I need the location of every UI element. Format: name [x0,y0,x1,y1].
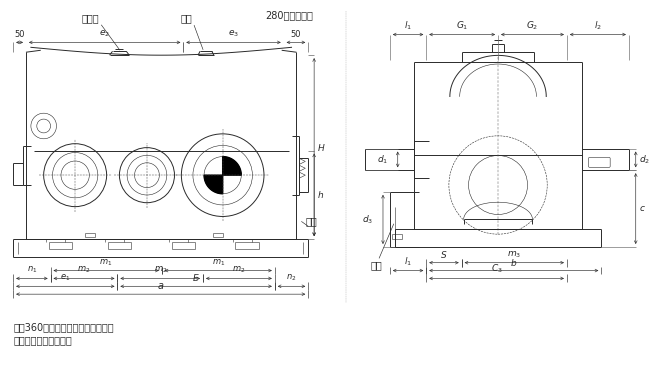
Text: 通气帽: 通气帽 [81,13,99,23]
Text: 油尺: 油尺 [181,13,192,23]
Text: $H$: $H$ [317,142,326,153]
Text: $d_3$: $d_3$ [362,213,373,226]
Text: $m_1$: $m_1$ [212,257,225,268]
Text: $S$: $S$ [440,249,448,260]
Text: $e_1$: $e_1$ [60,273,70,283]
Text: $l_1$: $l_1$ [404,19,412,31]
Text: $a$: $a$ [157,281,164,291]
Text: 50: 50 [14,30,25,40]
Text: $m_2$: $m_2$ [77,265,90,276]
Text: $l_1$: $l_1$ [404,255,412,268]
Text: $b$: $b$ [510,257,517,268]
Text: $C_3$: $C_3$ [491,263,502,276]
Text: $m_2$: $m_2$ [153,265,167,276]
Text: 50: 50 [291,30,301,40]
Text: $e_3$: $e_3$ [228,29,239,40]
Polygon shape [204,175,223,194]
Text: $l_2$: $l_2$ [594,19,602,31]
Text: 油塞: 油塞 [306,216,317,226]
Text: $m_1$: $m_1$ [99,257,112,268]
Text: $m_2$: $m_2$ [232,265,246,276]
Text: 下筱体前端面为找正面: 下筱体前端面为找正面 [13,335,72,345]
Text: 280以上起吊耳: 280以上起吊耳 [265,10,313,20]
Text: $h$: $h$ [317,189,324,200]
Text: $d_2$: $d_2$ [639,153,650,166]
Text: $c$: $c$ [639,204,645,213]
Text: $G_2$: $G_2$ [526,19,539,31]
Text: $n_2$: $n_2$ [286,273,297,283]
Text: $G_1$: $G_1$ [456,19,469,31]
Text: $e_2$: $e_2$ [99,29,110,40]
Text: 规格360以上，底座上带起缝螺栓，: 规格360以上，底座上带起缝螺栓， [13,323,114,333]
Text: $n_1$: $n_1$ [27,265,37,276]
Text: $E$: $E$ [192,272,200,283]
Text: $m_3$: $m_3$ [507,249,521,260]
Text: 风扇: 风扇 [370,260,382,270]
Text: $d_1$: $d_1$ [377,153,388,166]
Polygon shape [223,157,241,175]
